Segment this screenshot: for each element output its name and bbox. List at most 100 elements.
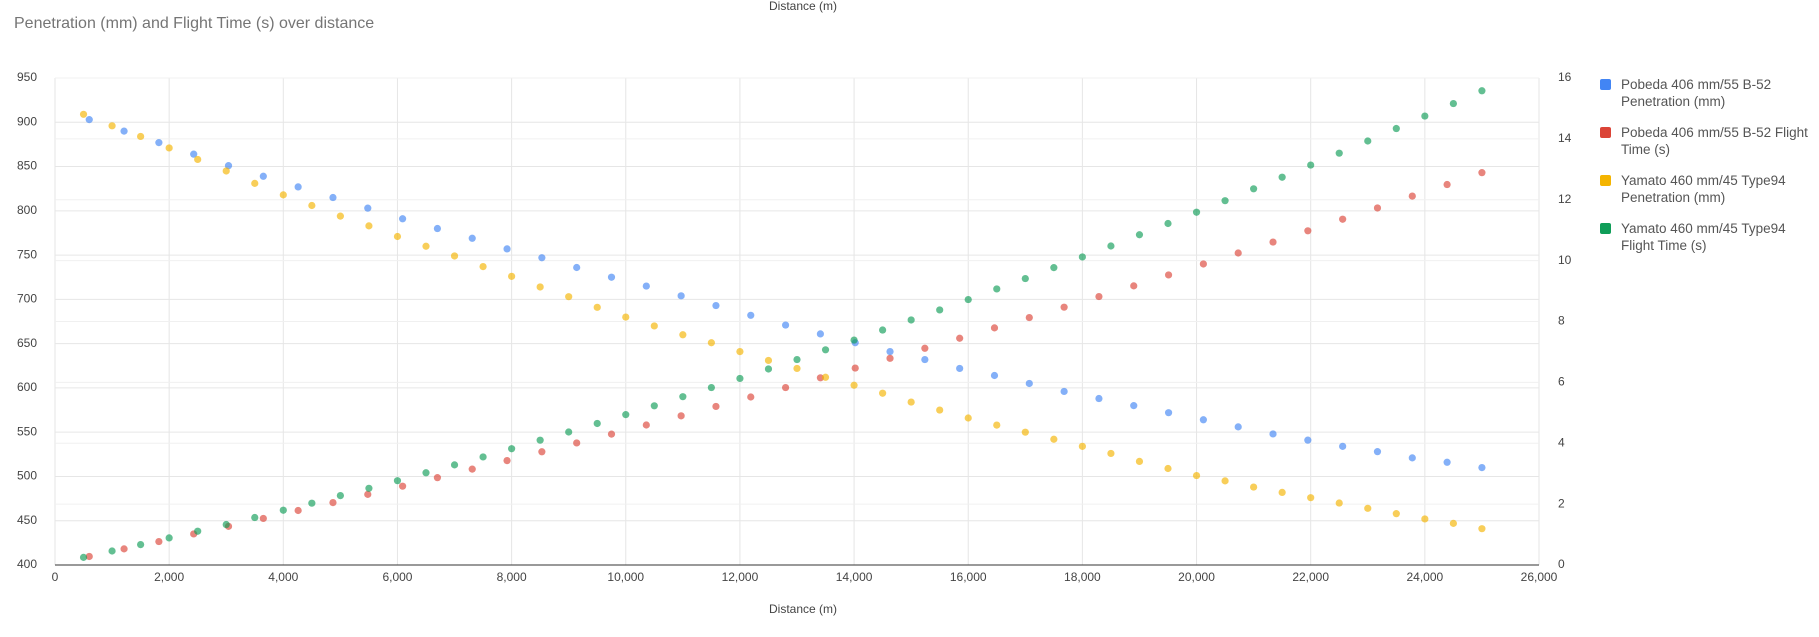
point bbox=[1107, 242, 1115, 250]
point bbox=[85, 116, 93, 124]
point bbox=[1199, 260, 1207, 268]
point bbox=[565, 428, 573, 436]
point bbox=[155, 537, 163, 546]
point bbox=[336, 492, 344, 500]
point bbox=[1021, 274, 1029, 283]
point bbox=[573, 439, 581, 447]
point bbox=[1421, 515, 1429, 523]
point bbox=[1339, 442, 1347, 450]
point bbox=[1269, 430, 1277, 438]
point bbox=[642, 282, 650, 290]
point bbox=[1304, 227, 1312, 235]
point bbox=[677, 412, 685, 420]
point bbox=[1250, 185, 1258, 193]
point bbox=[1060, 303, 1068, 311]
point bbox=[781, 383, 790, 392]
point bbox=[679, 393, 687, 401]
point bbox=[990, 371, 999, 380]
y2-tick-label: 8 bbox=[1558, 314, 1565, 328]
point bbox=[508, 272, 516, 280]
y2-tick-label: 2 bbox=[1558, 496, 1565, 510]
point bbox=[1449, 99, 1457, 108]
point bbox=[821, 373, 830, 381]
point bbox=[398, 482, 407, 490]
point bbox=[707, 339, 715, 347]
point bbox=[308, 499, 316, 507]
y2-tick-label: 4 bbox=[1558, 435, 1565, 449]
point bbox=[1478, 169, 1486, 177]
point bbox=[1164, 219, 1172, 228]
point bbox=[1339, 215, 1347, 223]
legend-swatch bbox=[1600, 127, 1611, 138]
legend-item: Yamato 460 mm/45 Type94 Flight Time (s) bbox=[1600, 220, 1815, 254]
point bbox=[712, 301, 720, 310]
point bbox=[1307, 161, 1315, 169]
point bbox=[1373, 204, 1382, 212]
point bbox=[137, 132, 145, 141]
point bbox=[1269, 238, 1277, 246]
x-tick-label: 10,000 bbox=[607, 570, 644, 584]
point bbox=[279, 191, 287, 199]
point bbox=[886, 348, 894, 356]
point bbox=[1307, 494, 1315, 502]
point bbox=[194, 155, 202, 164]
point bbox=[736, 348, 744, 356]
point bbox=[108, 547, 116, 555]
y2-tick-label: 12 bbox=[1558, 192, 1572, 206]
point bbox=[921, 344, 929, 352]
point bbox=[536, 283, 544, 291]
point bbox=[468, 465, 476, 473]
x-tick-label: 6,000 bbox=[382, 570, 412, 584]
point bbox=[259, 514, 267, 523]
legend-item: Yamato 460 mm/45 Type94 Penetration (mm) bbox=[1600, 172, 1815, 206]
point bbox=[1335, 149, 1343, 157]
point bbox=[850, 336, 858, 344]
point bbox=[764, 356, 773, 365]
point bbox=[712, 402, 720, 411]
y2-tick-label: 10 bbox=[1558, 253, 1572, 267]
point bbox=[1250, 483, 1258, 491]
point bbox=[422, 469, 430, 477]
point bbox=[593, 419, 601, 428]
point bbox=[1364, 137, 1372, 145]
y2-tick-label: 0 bbox=[1558, 557, 1565, 571]
point bbox=[1408, 454, 1416, 462]
y2-tick-label: 14 bbox=[1558, 131, 1572, 145]
point bbox=[364, 204, 372, 212]
y-tick-label: 500 bbox=[17, 469, 37, 483]
point bbox=[294, 183, 302, 191]
x-tick-label: 2,000 bbox=[154, 570, 184, 584]
point bbox=[433, 474, 442, 482]
point bbox=[816, 330, 825, 338]
point bbox=[450, 461, 459, 469]
point bbox=[120, 127, 128, 135]
point bbox=[1478, 525, 1486, 533]
point bbox=[365, 222, 373, 230]
legend-label: Pobeda 406 mm/55 B-52 Flight Time (s) bbox=[1621, 125, 1808, 157]
x-axis-title: Distance (m) bbox=[769, 602, 837, 616]
point bbox=[1449, 519, 1457, 527]
point bbox=[190, 150, 198, 158]
point bbox=[279, 506, 287, 514]
series bbox=[79, 110, 1486, 533]
legend-label: Pobeda 406 mm/55 B-52 Penetration (mm) bbox=[1621, 77, 1772, 109]
point bbox=[622, 411, 630, 419]
point bbox=[993, 285, 1001, 293]
point bbox=[1443, 180, 1451, 189]
x-tick-label: 24,000 bbox=[1406, 570, 1443, 584]
point bbox=[329, 499, 337, 507]
point bbox=[990, 324, 999, 332]
point bbox=[503, 456, 511, 465]
y2-tick-label: 16 bbox=[1558, 70, 1572, 84]
point bbox=[993, 421, 1001, 429]
point bbox=[1095, 394, 1103, 403]
point bbox=[1278, 488, 1286, 496]
series bbox=[85, 116, 1486, 472]
point bbox=[1050, 435, 1058, 443]
x-tick-label: 0 bbox=[52, 570, 59, 584]
point bbox=[879, 326, 887, 334]
y-tick-label: 800 bbox=[17, 203, 37, 217]
y-tick-label: 900 bbox=[17, 114, 37, 128]
